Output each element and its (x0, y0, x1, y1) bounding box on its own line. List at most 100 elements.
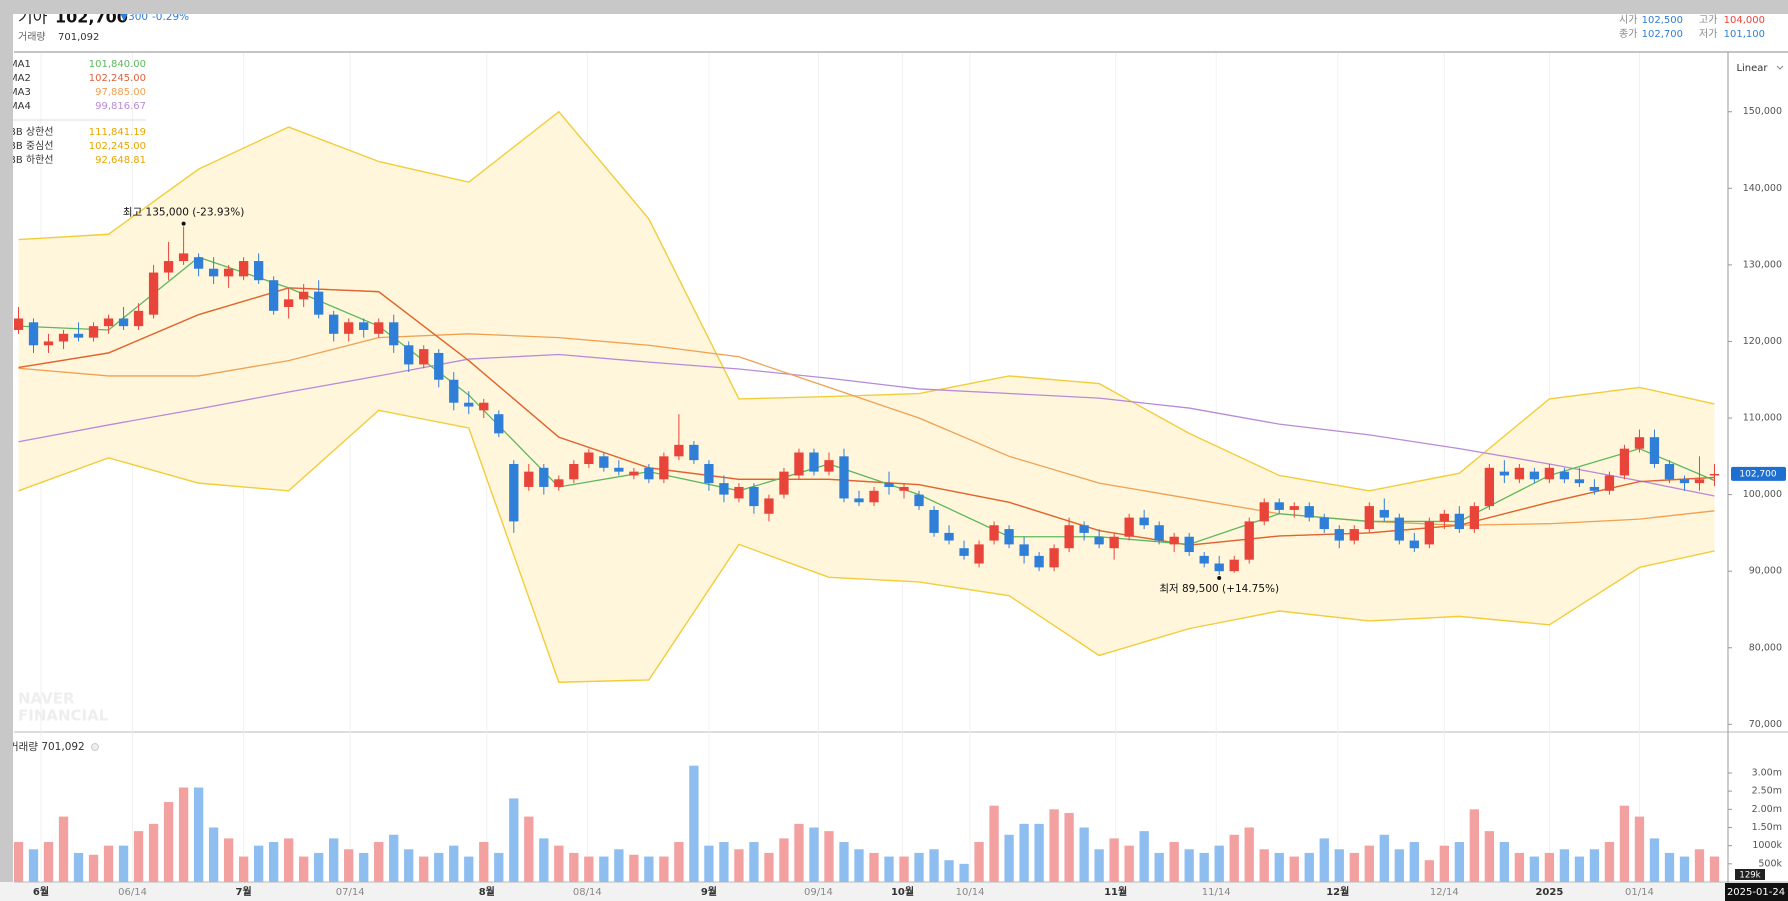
volume-bar (1064, 812, 1074, 882)
dropdown-icon[interactable] (1776, 65, 1784, 70)
candle-body (719, 483, 729, 495)
volume-bar (1214, 845, 1224, 882)
volume-bar (28, 849, 39, 882)
volume-bar (103, 845, 114, 882)
volume-bar (1184, 849, 1194, 882)
volume-bar (1289, 856, 1299, 882)
volume-bar (929, 849, 939, 882)
volume-bar (509, 798, 519, 882)
y-tick-label: 2.50m (1752, 786, 1782, 797)
volume-bar (629, 854, 639, 882)
volume-bar (1709, 856, 1720, 882)
candle-body (584, 452, 594, 464)
volume-bar (989, 805, 999, 882)
volume-bar (1469, 809, 1480, 882)
quote-value: 102,500 (1642, 15, 1683, 26)
volume-bar (749, 842, 759, 882)
candle-body (344, 322, 354, 334)
high-annotation: 최고 135,000 (-23.93%) (123, 207, 244, 219)
volume-bar (1454, 842, 1464, 882)
candle-body (1649, 437, 1660, 464)
volume-bar (1439, 845, 1449, 882)
watermark: NAVER (18, 690, 75, 708)
candle-body (1244, 521, 1254, 560)
low-annotation: 최저 89,500 (+14.75%) (1159, 583, 1279, 595)
volume-bar (1634, 816, 1645, 882)
candle-body (1229, 559, 1239, 572)
candle-body (1169, 536, 1179, 545)
volume-bar (1034, 823, 1044, 882)
volume-bar (1664, 852, 1675, 882)
volume-bar (1394, 849, 1404, 882)
candle-body (494, 414, 504, 434)
scale-selector[interactable]: Linear (1736, 63, 1768, 74)
bollinger-band (18, 111, 1715, 683)
candle-body (509, 463, 519, 522)
volume-bar (479, 842, 489, 882)
low-marker (1217, 576, 1222, 581)
volume-bar (1589, 849, 1600, 882)
volume-bar (1679, 856, 1690, 882)
candle-body (1604, 475, 1615, 491)
y-tick-label: 110,000 (1743, 413, 1782, 424)
candle-body (1454, 513, 1464, 530)
x-tick-label: 6월 (33, 886, 49, 898)
candle-body (1049, 548, 1059, 568)
candle-body (749, 486, 759, 507)
volume-bar (974, 842, 984, 882)
volume-bar (404, 849, 414, 882)
candle-body (238, 261, 249, 277)
volume-bar (1094, 849, 1104, 882)
frame-left (0, 0, 13, 882)
candle-body (1214, 563, 1224, 572)
candle-body (1589, 486, 1600, 491)
candle-body (1709, 473, 1720, 476)
volume-bar (584, 856, 594, 882)
volume-bar (764, 852, 774, 882)
quote-label: 종가 (1619, 28, 1637, 40)
y-tick-label: 3.00m (1752, 767, 1782, 778)
x-tick-label: 9월 (701, 886, 717, 898)
candle-body (1664, 463, 1675, 480)
volume-bar (839, 842, 849, 882)
candle-body (569, 463, 579, 480)
candle-body (539, 467, 549, 487)
volume-bar (1004, 834, 1014, 882)
volume-bar (1154, 852, 1164, 882)
volume-bar (389, 834, 399, 882)
legend-name: MA3 (9, 87, 31, 98)
candle-body (479, 402, 489, 411)
volume-bar (178, 787, 189, 882)
candle-body (359, 322, 369, 330)
y-tick-label: 500k (1758, 858, 1782, 869)
current-price-tag (1731, 466, 1786, 481)
candle-body (14, 318, 24, 330)
date-tag-bg (1725, 883, 1788, 901)
volume-bar (238, 856, 249, 882)
candle-body (1424, 521, 1434, 545)
candle-body (73, 333, 84, 338)
volume-bar (314, 852, 324, 882)
candle-body (1349, 529, 1359, 541)
candle-body (1199, 555, 1209, 564)
y-tick-label: 2.00m (1752, 804, 1782, 815)
legend-name: MA4 (9, 101, 31, 112)
candle-body (1184, 536, 1194, 553)
volume-bar (1244, 827, 1254, 882)
frame-top (0, 0, 1788, 14)
candle-body (704, 463, 714, 484)
volume-bar (1109, 838, 1119, 882)
legend-value: 101,840.00 (89, 59, 146, 70)
volume-bar (223, 838, 234, 882)
volume-bar (869, 852, 879, 882)
volume-bar (1514, 852, 1525, 882)
x-tick-label: 01/14 (1625, 887, 1654, 898)
volume-bar (1139, 831, 1149, 882)
quote-value: 101,100 (1724, 29, 1765, 40)
volume-bar (1049, 809, 1059, 882)
volume-bar (1574, 856, 1585, 882)
x-tick-label: 10/14 (956, 887, 985, 898)
candle-body (1514, 467, 1525, 480)
high-marker (181, 221, 186, 226)
volume-bar (43, 842, 54, 882)
